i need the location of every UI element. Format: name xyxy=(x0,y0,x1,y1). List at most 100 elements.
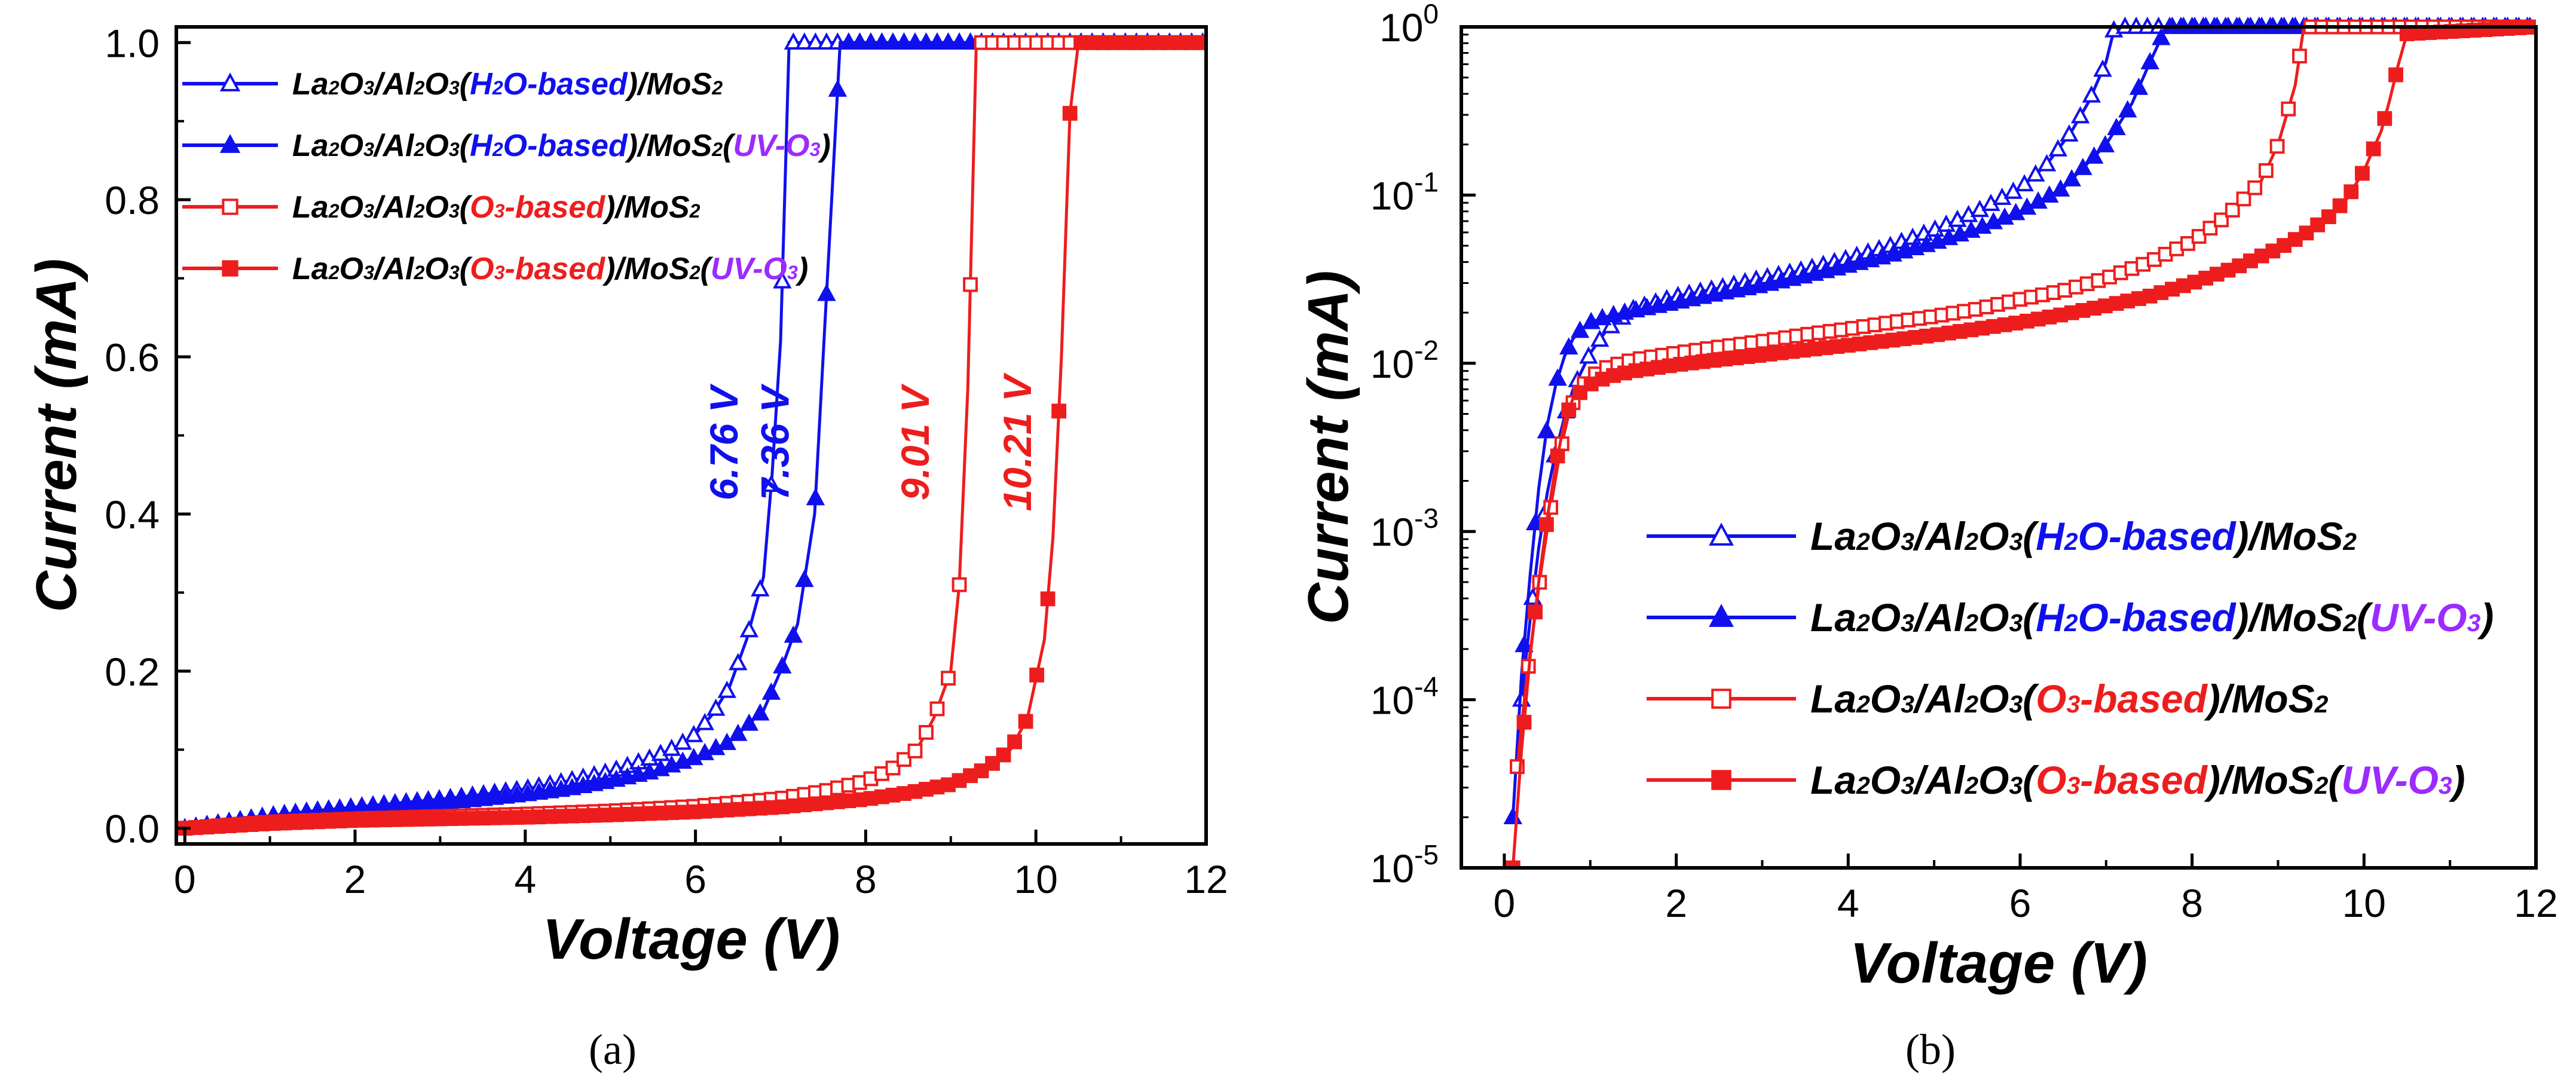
data-point xyxy=(2140,52,2159,70)
legend-label-part: 2 xyxy=(2314,772,2329,799)
y-tick-exponent: -4 xyxy=(1414,671,1439,702)
chart-0-legend-item: La2O3/Al2O3(H2O-based)/MoS2(UV-O3) xyxy=(182,129,831,163)
data-point xyxy=(784,32,803,50)
y-tick-label: 0.8 xyxy=(105,178,160,222)
x-axis-label: Voltage (V) xyxy=(543,907,840,971)
data-point xyxy=(1548,368,1567,386)
legend-label: La2O3/Al2O3(H2O-based)/MoS2(UV-O3) xyxy=(1810,595,2494,640)
legend-label-part: 3 xyxy=(1901,609,1914,637)
data-point xyxy=(2070,106,2090,124)
legend-label-part: ( xyxy=(460,252,473,286)
data-point xyxy=(2191,229,2207,244)
legend-label-part: 3 xyxy=(2009,690,2023,718)
data-point xyxy=(817,283,836,301)
x-tick-label: 6 xyxy=(684,857,706,901)
panel-a-caption: (a) xyxy=(589,1026,637,1073)
legend-label-part: 2 xyxy=(328,139,339,160)
legend-label-part: UV-O xyxy=(2370,595,2467,640)
data-point xyxy=(1018,714,1033,729)
data-point xyxy=(1711,689,1731,709)
data-point xyxy=(717,680,737,698)
legend-label: La2O3/Al2O3(O3-based)/MoS2(UV-O3) xyxy=(292,252,808,286)
data-point xyxy=(1561,402,1577,418)
data-point xyxy=(929,701,945,717)
legend-label-part: 2 xyxy=(1964,772,1978,799)
y-tick-base: 10 xyxy=(1370,678,1414,723)
data-point xyxy=(2152,27,2171,45)
legend-label-part: UV-O xyxy=(2341,758,2439,802)
legend-label-part: 2 xyxy=(413,77,424,99)
data-point xyxy=(1029,667,1045,683)
legend-label-part: -based xyxy=(2080,758,2208,802)
legend-label-part: 3 xyxy=(2439,772,2452,799)
legend-label-part: 3 xyxy=(449,139,460,160)
data-point xyxy=(2073,157,2092,175)
legend-label-part: 3 xyxy=(2467,609,2481,637)
legend-label-part: 3 xyxy=(449,262,460,283)
data-point xyxy=(1711,770,1731,790)
legend-label-part: O xyxy=(1870,677,1901,721)
x-tick-label: 2 xyxy=(1665,881,1687,925)
y-tick-exponent: -1 xyxy=(1414,166,1439,197)
data-point xyxy=(1572,385,1587,400)
data-point xyxy=(222,260,238,277)
legend-label-part: 2 xyxy=(1964,528,1978,555)
legend-label-part: 3 xyxy=(2009,772,2023,799)
threshold-annotation: 9.01 V xyxy=(893,383,937,500)
y-tick-label: 10-1 xyxy=(1370,166,1439,218)
x-tick-label: 12 xyxy=(1184,857,1228,901)
data-point xyxy=(729,653,748,671)
data-point xyxy=(1528,604,1543,620)
legend-label-part: H xyxy=(470,67,493,102)
data-point xyxy=(2093,59,2112,77)
legend-label-part: /Al xyxy=(373,129,415,163)
data-point xyxy=(2107,118,2126,136)
data-point xyxy=(751,579,770,597)
legend-label-part: ( xyxy=(460,129,473,163)
data-point xyxy=(950,32,969,50)
y-tick-base: 10 xyxy=(1370,173,1414,218)
legend-label-part: /Al xyxy=(1913,595,1966,640)
data-point xyxy=(806,488,825,506)
data-point xyxy=(751,703,770,721)
legend-label-part: 2 xyxy=(413,262,424,283)
chart-0-legend-item: La2O3/Al2O3(H2O-based)/MoS2 xyxy=(182,67,723,102)
series-4 xyxy=(177,35,1206,836)
legend-label-part: O-based xyxy=(2078,595,2237,640)
y-tick-label: 0.4 xyxy=(105,493,160,537)
legend-label-part: UV-O xyxy=(733,129,809,163)
data-point xyxy=(1537,421,1556,439)
x-tick-label: 8 xyxy=(855,857,877,901)
legend-label-part: 3 xyxy=(2066,772,2080,799)
legend-label-part: H xyxy=(2036,514,2065,558)
x-tick-label: 6 xyxy=(2009,881,2032,925)
data-point xyxy=(2225,203,2240,218)
data-point xyxy=(2377,111,2393,126)
legend-label-part: 2 xyxy=(711,139,723,160)
data-point xyxy=(1601,316,1620,334)
data-point xyxy=(2299,225,2314,241)
data-point xyxy=(1590,329,1610,347)
legend-label-part: 3 xyxy=(363,262,374,283)
legend-label-part: /Al xyxy=(1913,758,1966,802)
legend-label-part: 3 xyxy=(363,77,374,99)
data-point xyxy=(2281,101,2296,117)
y-tick-label: 0.6 xyxy=(105,335,160,380)
data-point xyxy=(773,656,792,674)
y-tick-exponent: -3 xyxy=(1414,503,1439,534)
data-point xyxy=(2060,124,2079,142)
data-point xyxy=(2214,212,2229,228)
legend-label: La2O3/Al2O3(H2O-based)/MoS2(UV-O3) xyxy=(292,129,831,163)
legend-label-part: 2 xyxy=(413,200,424,222)
chart-b: 0 2 4 6 8 10 1210-510-410-310-210-1100Voltage … xyxy=(1296,0,2558,995)
data-point xyxy=(2015,174,2034,192)
legend-label-part: La xyxy=(292,129,329,163)
legend-label-part: 3 xyxy=(449,77,460,99)
chart-0-legend-item: La2O3/Al2O3(O3-based)/MoS2 xyxy=(182,190,700,225)
legend-label-part: )/MoS xyxy=(2232,514,2344,558)
legend-label-part: ( xyxy=(460,67,473,102)
legend-label-part: 2 xyxy=(1964,609,1978,637)
chart-1-legend-item: La2O3/Al2O3(H2O-based)/MoS2(UV-O3) xyxy=(1647,595,2494,640)
data-point xyxy=(916,32,936,50)
